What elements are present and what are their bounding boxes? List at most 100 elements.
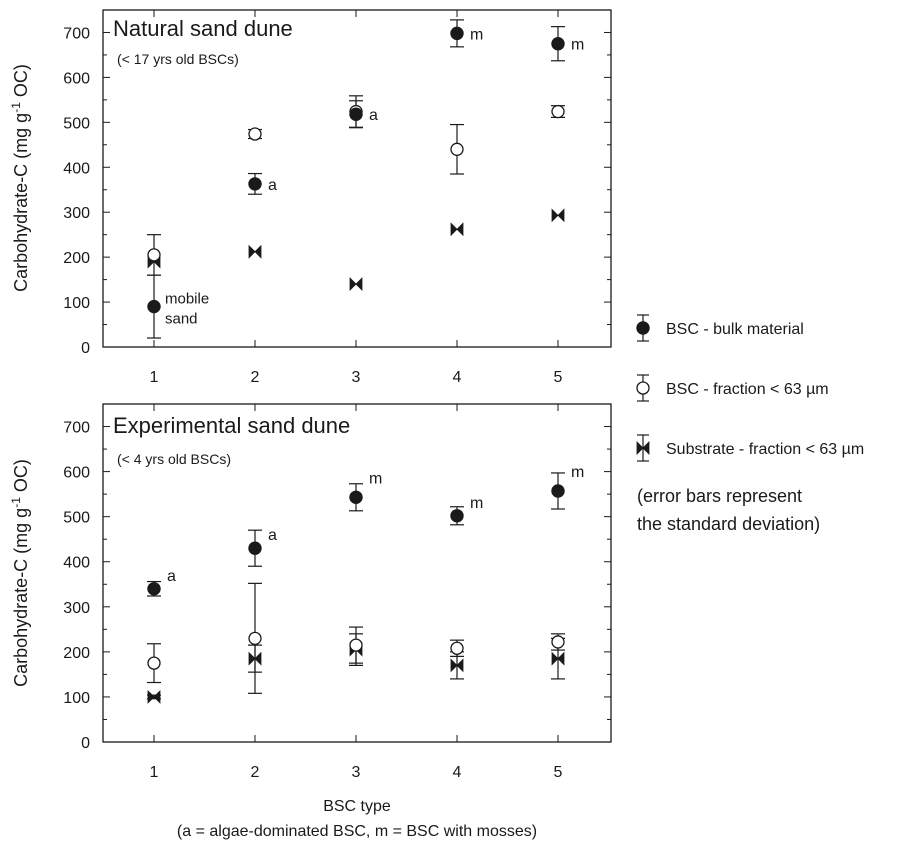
x-tick-label: 5 [554,764,563,781]
x-tick-label: 4 [453,369,462,386]
y-axis-label-main: Carbohydrate-C (mg g [11,113,31,292]
y-tick-label: 600 [63,465,90,482]
legend-note-line1: (error bars represent [637,486,802,506]
marker-fraction-63um [636,381,650,395]
point-annotation: a [268,177,277,194]
x-tick-label: 2 [251,764,260,781]
panel-title: Experimental sand dune [113,413,350,438]
x-tick-label: 5 [554,369,563,386]
y-axis-label: Carbohydrate-C (mg g-1 OC) [9,64,31,292]
marker-fraction-63um [147,656,161,670]
y-axis-label-tail: OC) [11,459,31,497]
y-tick-label: 0 [81,735,90,752]
marker-fraction-63um [147,248,161,262]
marker-bulk-material [349,490,363,504]
marker-fraction-63um [551,635,565,649]
marker-fraction-63um [248,127,262,141]
marker-bulk-material [551,37,565,51]
x-tick-label: 3 [352,764,361,781]
marker-fraction-63um [450,142,464,156]
legend-label-substrate: Substrate - fraction < 63 µm [666,441,864,458]
y-tick-label: 400 [63,555,90,572]
marker-bulk-material [349,107,363,121]
marker-substrate-63um [248,244,262,259]
annotation-line: mobile [165,291,209,308]
plot-frame [102,9,612,348]
y-axis-label-sup: -1 [9,497,23,508]
y-tick-label: 500 [63,115,90,132]
marker-bulk-material [147,582,161,596]
y-tick-label: 300 [63,600,90,617]
svg-text:Carbohydrate-C (mg g-1 OC): Carbohydrate-C (mg g-1 OC) [9,459,31,687]
marker-substrate-63um [147,689,161,704]
x-tick-label: 1 [150,369,159,386]
plot-frame [102,403,612,743]
panel-subtitle: (< 4 yrs old BSCs) [117,451,231,467]
x-tick-label: 2 [251,369,260,386]
x-axis-note: (a = algae-dominated BSC, m = BSC with m… [177,823,537,840]
marker-fraction-63um [248,631,262,645]
legend-note-line2: the standard deviation) [637,514,820,534]
marker-substrate-63um [450,658,464,673]
y-axis-label-main: Carbohydrate-C (mg g [11,508,31,687]
marker-substrate-63um [551,651,565,666]
y-tick-label: 300 [63,205,90,222]
point-annotation: a [268,527,277,544]
marker-bulk-material [551,484,565,498]
data-marks: mobile sand a a m m [147,19,584,339]
legend-symbols [636,314,650,462]
y-tick-label: 100 [63,690,90,707]
marker-substrate-63um [636,441,650,455]
marker-bulk-material [248,541,262,555]
point-annotation: mobile sand [165,291,209,328]
marker-bulk-material [450,26,464,41]
marker-substrate-63um [551,208,565,223]
y-tick-label: 100 [63,295,90,312]
y-axis-label: Carbohydrate-C (mg g-1 OC) [9,459,31,687]
axis-ticks: 0 100 200 300 400 500 600 700 1 2 3 4 5 [63,403,611,781]
svg-text:Carbohydrate-C (mg g-1 OC): Carbohydrate-C (mg g-1 OC) [9,64,31,292]
x-tick-label: 4 [453,764,462,781]
point-annotation: m [369,470,382,487]
point-annotation: a [167,568,176,585]
y-tick-label: 200 [63,645,90,662]
y-tick-label: 400 [63,160,90,177]
point-annotation: m [470,495,483,512]
legend: BSC - bulk material BSC - fraction < 63 … [636,314,864,534]
annotation-line: sand [165,311,198,328]
point-annotation: m [470,26,483,43]
y-axis-label-sup: -1 [9,102,23,113]
panel-title: Natural sand dune [113,16,293,41]
marker-bulk-material [636,321,650,335]
y-tick-label: 600 [63,70,90,87]
panel-subtitle: (< 17 yrs old BSCs) [117,51,239,67]
point-annotation: m [571,37,584,54]
marker-substrate-63um [349,277,363,292]
y-tick-label: 700 [63,420,90,437]
bottom-panel: Experimental sand dune (< 4 yrs old BSCs… [9,403,612,840]
axis-ticks: 0 100 200 300 400 500 600 700 1 2 3 4 5 [63,9,611,386]
y-tick-label: 200 [63,250,90,267]
y-tick-label: 700 [63,25,90,42]
marker-fraction-63um [450,641,464,655]
marker-substrate-63um [450,222,464,237]
x-axis-label: BSC type [323,798,391,815]
legend-label-fraction: BSC - fraction < 63 µm [666,381,829,398]
marker-fraction-63um [349,638,363,652]
y-tick-label: 500 [63,510,90,527]
point-annotation: a [369,107,378,124]
top-panel: Natural sand dune (< 17 yrs old BSCs) Ca… [9,9,612,386]
x-tick-label: 3 [352,369,361,386]
x-tick-label: 1 [150,764,159,781]
marker-bulk-material [248,177,262,191]
marker-bulk-material [450,509,464,523]
legend-label-bulk: BSC - bulk material [666,321,804,338]
marker-bulk-material [147,299,161,314]
y-axis-label-tail: OC) [11,64,31,102]
point-annotation: m [571,464,584,481]
data-marks: a a m m m [147,464,584,704]
marker-substrate-63um [248,651,262,666]
marker-fraction-63um [551,104,565,119]
y-tick-label: 0 [81,340,90,357]
